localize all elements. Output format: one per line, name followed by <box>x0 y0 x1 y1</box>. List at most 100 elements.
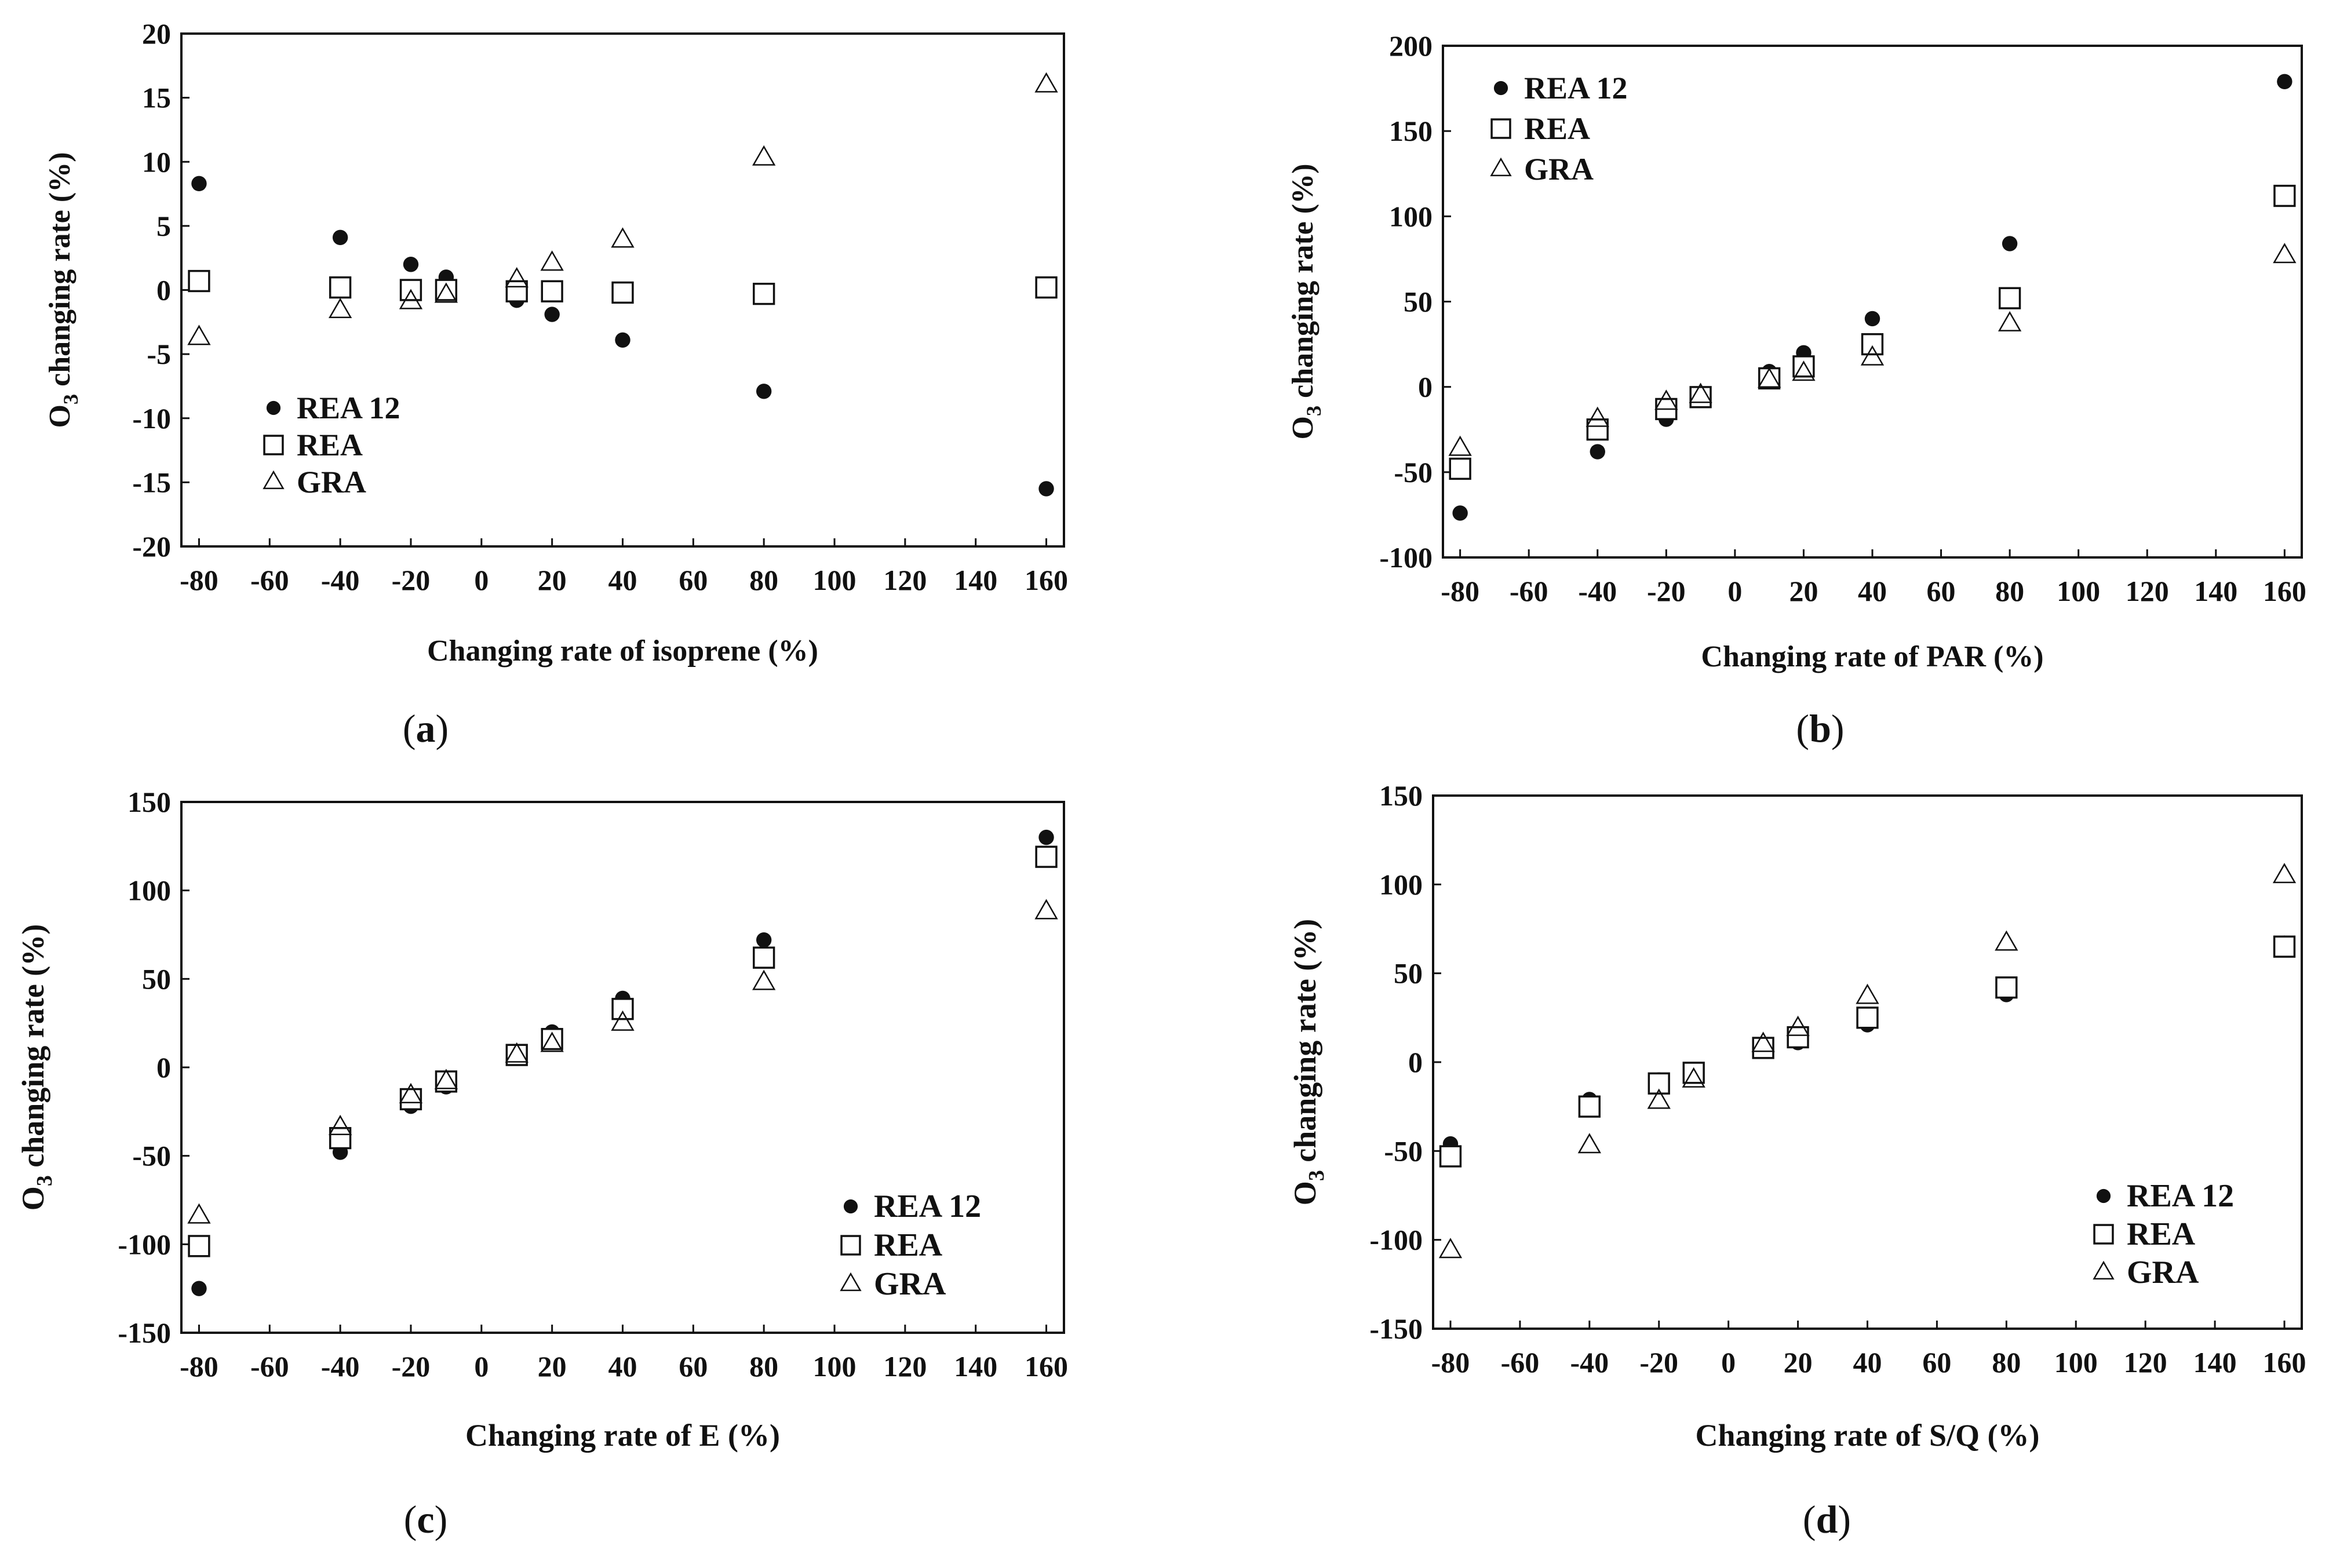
y-axis-label-prefix: O <box>43 404 76 428</box>
legend-label: REA <box>297 428 363 462</box>
data-point <box>329 276 352 299</box>
data-point <box>1856 983 1879 1004</box>
y-tick-label: -50 <box>1384 1135 1423 1167</box>
x-tick-label: -40 <box>1570 1346 1609 1379</box>
y-tick-label: 50 <box>1404 286 1433 318</box>
x-tick-label: -20 <box>1639 1346 1678 1379</box>
data-point <box>1856 1007 1879 1029</box>
data-point <box>505 267 529 287</box>
data-point <box>611 281 634 304</box>
series-gra <box>187 72 1058 345</box>
x-axis-label: Changing rate of E (%) <box>465 1418 780 1453</box>
x-tick-label: -60 <box>250 564 289 596</box>
data-point <box>752 145 776 166</box>
y-axis-label-subscript: 3 <box>1304 1170 1329 1181</box>
legend-label: REA 12 <box>297 391 400 425</box>
y-tick-label: -100 <box>118 1228 171 1260</box>
x-tick-label: 0 <box>474 564 489 596</box>
y-tick-label: 100 <box>1379 868 1423 900</box>
data-point <box>1438 1238 1463 1259</box>
data-point <box>544 307 560 322</box>
data-point <box>2002 236 2018 251</box>
data-point <box>2277 74 2292 90</box>
x-tick-label: -80 <box>180 564 218 596</box>
x-tick-label: 140 <box>954 564 997 596</box>
series-rea <box>1449 184 2296 480</box>
data-point <box>1586 418 1609 441</box>
legend-label: GRA <box>2127 1255 2199 1290</box>
y-tick-label: -100 <box>1379 541 1433 574</box>
data-point <box>187 1203 211 1224</box>
data-point <box>1758 367 1781 390</box>
x-tick-label: 20 <box>1784 1346 1813 1379</box>
x-tick-label: 40 <box>608 564 637 596</box>
series-rea <box>188 845 1058 1257</box>
data-point <box>2273 935 2296 958</box>
legend-label: REA <box>1524 111 1590 146</box>
data-point <box>756 384 772 399</box>
legend-label: REA <box>2127 1216 2196 1252</box>
data-point <box>1654 389 1678 410</box>
data-point <box>1038 829 1054 845</box>
legend-label: GRA <box>874 1266 946 1302</box>
legend-label: REA <box>874 1227 943 1263</box>
y-tick-label: 0 <box>1418 371 1433 403</box>
data-point <box>541 280 563 302</box>
x-tick-label: -60 <box>250 1350 289 1383</box>
legend-marker <box>2093 1224 2114 1245</box>
panel-caption: (c) <box>404 1497 448 1541</box>
y-tick-label: 200 <box>1389 30 1433 62</box>
y-axis-label-subscript: 3 <box>1302 406 1325 416</box>
y-tick-label: -20 <box>132 530 171 563</box>
legend-marker <box>843 1199 858 1214</box>
series-rea <box>1439 935 2296 1168</box>
y-tick-label: -5 <box>147 338 171 370</box>
y-tick-label: 5 <box>156 210 171 242</box>
x-tick-label: -40 <box>321 564 360 596</box>
x-tick-label: 40 <box>1858 575 1887 607</box>
chart-panel-d: -80 -60 -40 -20 0 20 40 60 80 100 120 140 160 -150 -10… <box>1288 779 2306 1541</box>
chart-panel-a: -80 -60 -40 -20 0 20 40 60 80 100 120 140 160-20-15-… <box>43 17 1068 750</box>
x-tick-label: -40 <box>321 1350 360 1383</box>
x-tick-label: 0 <box>1727 575 1742 607</box>
x-axis-label: Changing rate of PAR (%) <box>1701 640 2043 673</box>
data-point <box>611 1010 635 1031</box>
data-point <box>1578 1095 1601 1118</box>
data-point <box>1998 287 2021 309</box>
x-tick-label: 120 <box>2124 1346 2167 1379</box>
data-point <box>1577 1133 1601 1154</box>
legend-marker <box>263 470 285 490</box>
x-tick-label: -60 <box>1510 575 1548 607</box>
y-tick-label: -50 <box>132 1140 171 1172</box>
data-point <box>2272 863 2297 884</box>
data-point <box>1590 444 1605 460</box>
chart-panel-c: -80 -60 -40 -20 0 20 40 60 80 100 120 140 160 -150 -10… <box>16 786 1068 1541</box>
y-tick-label: -15 <box>132 466 171 498</box>
data-point <box>1035 845 1058 868</box>
y-axis-label-prefix: O <box>1288 1181 1322 1205</box>
data-point <box>434 282 458 303</box>
data-point <box>1034 899 1058 920</box>
panel-caption: (a) <box>403 706 449 750</box>
y-tick-label: 50 <box>142 962 171 995</box>
data-point <box>1998 311 2022 331</box>
data-point <box>1648 1072 1670 1095</box>
data-point <box>1752 1037 1774 1059</box>
legend-label: GRA <box>297 465 366 499</box>
x-tick-label: 120 <box>883 1350 927 1383</box>
x-tick-label: 40 <box>1853 1346 1882 1379</box>
data-point <box>752 969 776 990</box>
data-point <box>611 227 635 248</box>
y-tick-label: 150 <box>1379 779 1423 812</box>
y-axis-label-suffix: changing rate (%) <box>16 924 50 1175</box>
data-point <box>1861 333 1884 356</box>
y-axis-label-subscript: 3 <box>59 394 82 404</box>
data-point <box>191 1281 207 1296</box>
x-tick-label: -80 <box>1441 575 1479 607</box>
x-tick-label: 80 <box>1992 1346 2021 1379</box>
data-point <box>505 1042 529 1063</box>
x-tick-label: 160 <box>2263 1346 2306 1379</box>
